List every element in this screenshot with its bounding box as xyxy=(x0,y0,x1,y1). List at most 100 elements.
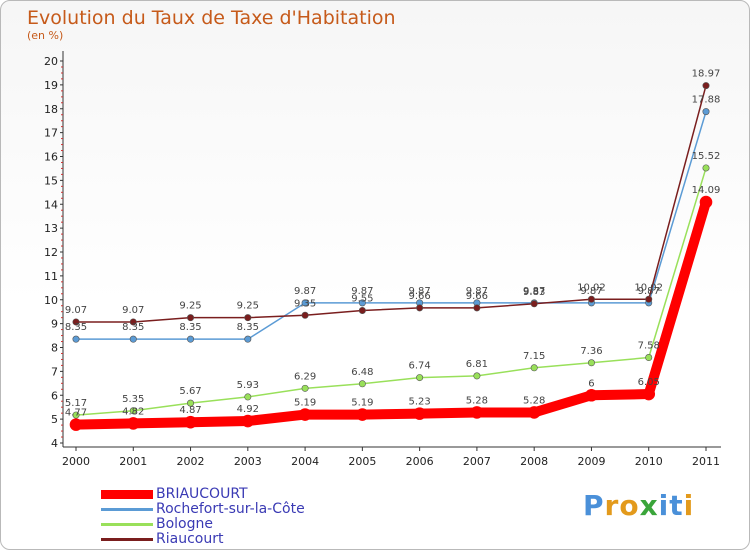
data-point xyxy=(187,399,195,407)
data-point xyxy=(699,195,713,209)
chart-title: Evolution du Taux de Taxe d'Habitation xyxy=(27,7,396,29)
data-point xyxy=(187,335,195,343)
data-point xyxy=(585,388,598,402)
data-point xyxy=(301,311,309,319)
x-tick-label: 2011 xyxy=(692,455,720,468)
y-tick-label: 19 xyxy=(44,79,58,92)
data-point xyxy=(416,304,424,312)
series-line-briaucourt xyxy=(71,197,711,430)
x-tick-label: 2009 xyxy=(577,455,605,468)
data-point xyxy=(473,372,481,380)
legend-label: Bologne xyxy=(156,516,213,532)
data-point xyxy=(416,374,424,382)
y-tick-label: 11 xyxy=(44,270,58,283)
data-point xyxy=(413,407,426,420)
data-point xyxy=(530,300,538,308)
data-point xyxy=(587,295,595,303)
x-tick-label: 2004 xyxy=(291,455,319,468)
data-label: 14.09 xyxy=(692,185,721,196)
legend-swatch xyxy=(101,538,153,541)
y-tick-label: 9 xyxy=(51,318,58,331)
data-label: 6.29 xyxy=(294,371,316,382)
data-point xyxy=(187,314,195,322)
data-point xyxy=(702,164,710,172)
x-tick-label: 2006 xyxy=(406,455,434,468)
data-label: 4.77 xyxy=(65,408,87,419)
logo-letter: r xyxy=(604,489,620,522)
data-label: 5.19 xyxy=(351,398,373,409)
data-point xyxy=(129,318,137,326)
proxiti-logo: Proxiti xyxy=(583,489,694,522)
y-tick-label: 14 xyxy=(44,198,58,211)
series-line-riaucourt xyxy=(75,84,707,323)
data-label: 6.05 xyxy=(638,377,660,388)
data-label: 6.81 xyxy=(466,359,488,370)
data-label: 9.07 xyxy=(65,305,87,316)
legend-label: Riaucourt xyxy=(156,531,224,547)
legend-swatch xyxy=(101,490,153,499)
data-point xyxy=(645,354,653,362)
y-tick-label: 18 xyxy=(44,103,58,116)
y-tick-label: 16 xyxy=(44,151,58,164)
data-label: 8.35 xyxy=(122,322,144,333)
logo-letter: i xyxy=(683,489,695,522)
data-label: 4.92 xyxy=(237,404,259,415)
y-tick-label: 10 xyxy=(44,294,58,307)
y-tick-label: 15 xyxy=(44,174,58,187)
data-label: 9.87 xyxy=(351,286,373,297)
data-label: 8.35 xyxy=(179,322,201,333)
data-label: 5.35 xyxy=(122,394,144,405)
y-tick-label: 4 xyxy=(51,437,58,450)
data-point xyxy=(358,299,366,307)
legend-swatch xyxy=(101,523,153,526)
data-point xyxy=(587,359,595,367)
y-tick-label: 8 xyxy=(51,342,58,355)
legend-swatch xyxy=(101,508,153,511)
data-point xyxy=(356,408,369,421)
data-point xyxy=(298,408,312,421)
data-point xyxy=(69,418,83,431)
data-label: 15.52 xyxy=(692,151,721,162)
data-point xyxy=(184,415,197,429)
x-tick-label: 2005 xyxy=(348,455,376,468)
data-label: 9.87 xyxy=(523,286,545,297)
data-point xyxy=(702,108,710,116)
data-label: 5.67 xyxy=(179,386,201,397)
x-tick-label: 2008 xyxy=(520,455,548,468)
data-label: 10.02 xyxy=(634,282,663,293)
data-label: 9.66 xyxy=(466,291,488,302)
data-point xyxy=(301,384,309,392)
data-label: 5.28 xyxy=(466,395,488,406)
data-label: 9.87 xyxy=(638,286,660,297)
data-point xyxy=(126,417,140,430)
data-label: 5.93 xyxy=(237,380,259,391)
data-point xyxy=(244,393,252,401)
data-label: 9.66 xyxy=(409,291,431,302)
data-point xyxy=(645,295,653,303)
data-point xyxy=(358,380,366,388)
data-label: 8.35 xyxy=(237,322,259,333)
data-label: 7.58 xyxy=(638,341,660,352)
data-point xyxy=(527,406,541,419)
x-tick-label: 2003 xyxy=(234,455,262,468)
data-point xyxy=(301,299,309,307)
data-point xyxy=(530,364,538,372)
data-label: 4.87 xyxy=(179,405,201,416)
data-point xyxy=(642,387,656,401)
data-label: 9.87 xyxy=(409,286,431,297)
data-point xyxy=(129,335,137,343)
x-tick-label: 2010 xyxy=(635,455,663,468)
data-label: 7.36 xyxy=(580,346,602,357)
data-point xyxy=(72,411,80,419)
data-label: 6.74 xyxy=(409,361,431,372)
data-label: 9.25 xyxy=(179,301,201,312)
data-point xyxy=(470,406,484,419)
y-tick-label: 17 xyxy=(44,127,58,140)
data-label: 9.07 xyxy=(122,305,144,316)
data-label: 9.87 xyxy=(294,286,316,297)
data-point xyxy=(358,306,366,314)
data-label: 5.17 xyxy=(65,398,87,409)
data-point xyxy=(702,82,710,90)
